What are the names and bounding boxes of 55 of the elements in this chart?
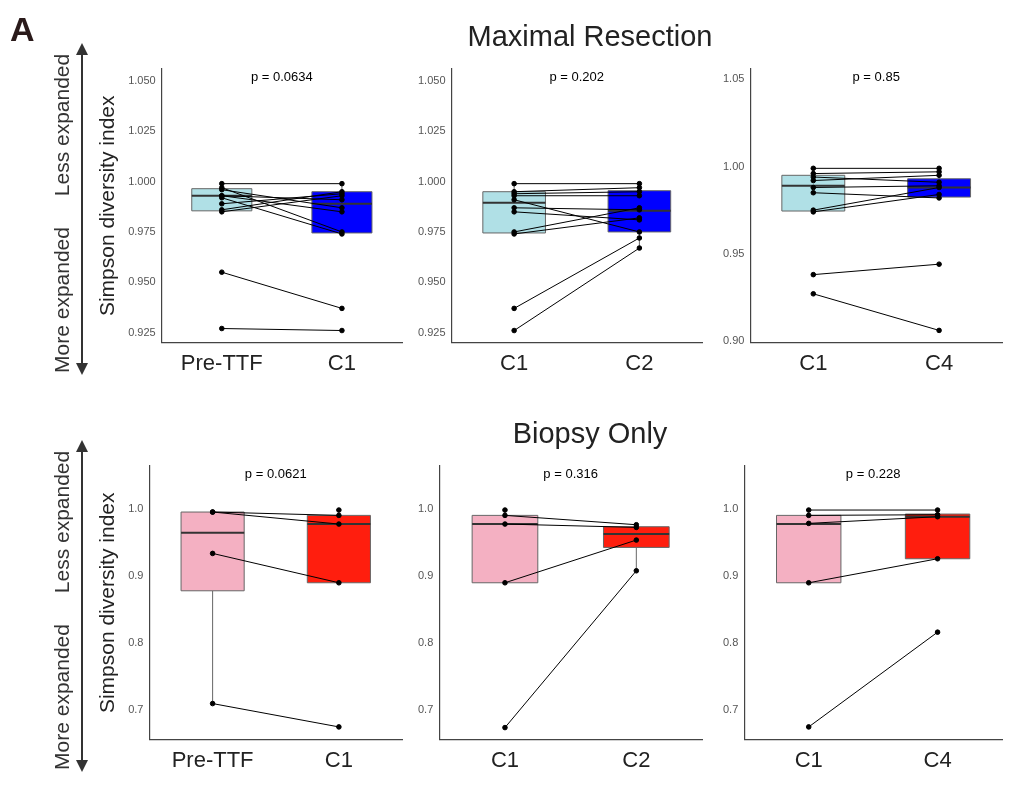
annotation: p = 0.0634 <box>250 69 313 85</box>
text: Less expanded <box>50 446 74 598</box>
y-axis-title: Simpson diversity index <box>95 492 119 714</box>
text: Less expanded <box>50 49 74 201</box>
y-tick-label: 0.95 <box>722 246 745 259</box>
y-tick-label: 0.7 <box>128 702 144 715</box>
x-tick-label: Pre-TTF <box>180 349 263 375</box>
y-tick-label: 1.000 <box>418 174 446 187</box>
x-tick-label: C4 <box>925 349 954 375</box>
y-tick-label: 0.9 <box>722 569 739 582</box>
y-tick-label: 0.975 <box>128 224 156 237</box>
y-tick-label: 1.05 <box>722 72 745 85</box>
y-tick-label: 1.0 <box>128 502 144 515</box>
y-tick-label: 0.7 <box>722 702 739 715</box>
x-tick-label: C1 <box>794 746 823 772</box>
y-tick-label: 1.025 <box>418 124 446 137</box>
y-tick-label: 1.0 <box>722 502 739 515</box>
chart-title: Maximal Resection <box>467 20 713 53</box>
y-tick-label: 0.925 <box>128 325 156 338</box>
x-tick-label: C4 <box>923 746 952 772</box>
x-tick-label: Pre-TTF <box>171 746 254 772</box>
y-tick-label: 0.8 <box>722 635 739 648</box>
y-tick-label: 1.000 <box>128 174 156 187</box>
y-tick-label: 0.975 <box>418 224 446 237</box>
y-tick-label: 0.9 <box>417 569 434 582</box>
text: A <box>10 10 35 49</box>
annotation: p = 0.316 <box>543 466 598 482</box>
y-axis-title: Simpson diversity index <box>95 95 119 317</box>
y-tick-label: 0.90 <box>722 333 745 346</box>
y-tick-label: 1.025 <box>128 124 156 137</box>
text: More expanded <box>50 223 74 377</box>
y-tick-label: 0.950 <box>128 275 156 288</box>
y-tick-label: 0.950 <box>418 275 446 288</box>
annotation: p = 0.0621 <box>244 466 307 482</box>
x-tick-label: C1 <box>324 746 353 772</box>
y-tick-label: 1.050 <box>418 74 446 87</box>
y-tick-label: 0.9 <box>128 569 144 582</box>
x-tick-label: C1 <box>799 349 828 375</box>
chart-title: Biopsy Only <box>512 417 668 450</box>
text: More expanded <box>50 620 74 774</box>
annotation: p = 0.202 <box>549 69 605 85</box>
x-tick-label: C2 <box>625 349 654 375</box>
y-tick-label: 1.050 <box>128 74 156 87</box>
x-tick-label: C1 <box>327 349 356 375</box>
x-tick-label: C1 <box>500 349 529 375</box>
annotation: p = 0.228 <box>845 466 901 482</box>
y-tick-label: 0.8 <box>128 635 144 648</box>
x-tick-label: C2 <box>622 746 651 772</box>
y-tick-label: 1.00 <box>722 159 745 172</box>
annotation: p = 0.85 <box>852 69 900 85</box>
y-tick-label: 0.7 <box>417 702 434 715</box>
y-tick-label: 0.8 <box>417 635 434 648</box>
y-tick-label: 1.0 <box>417 502 434 515</box>
x-tick-label: C1 <box>490 746 520 772</box>
y-tick-label: 0.925 <box>418 325 446 338</box>
